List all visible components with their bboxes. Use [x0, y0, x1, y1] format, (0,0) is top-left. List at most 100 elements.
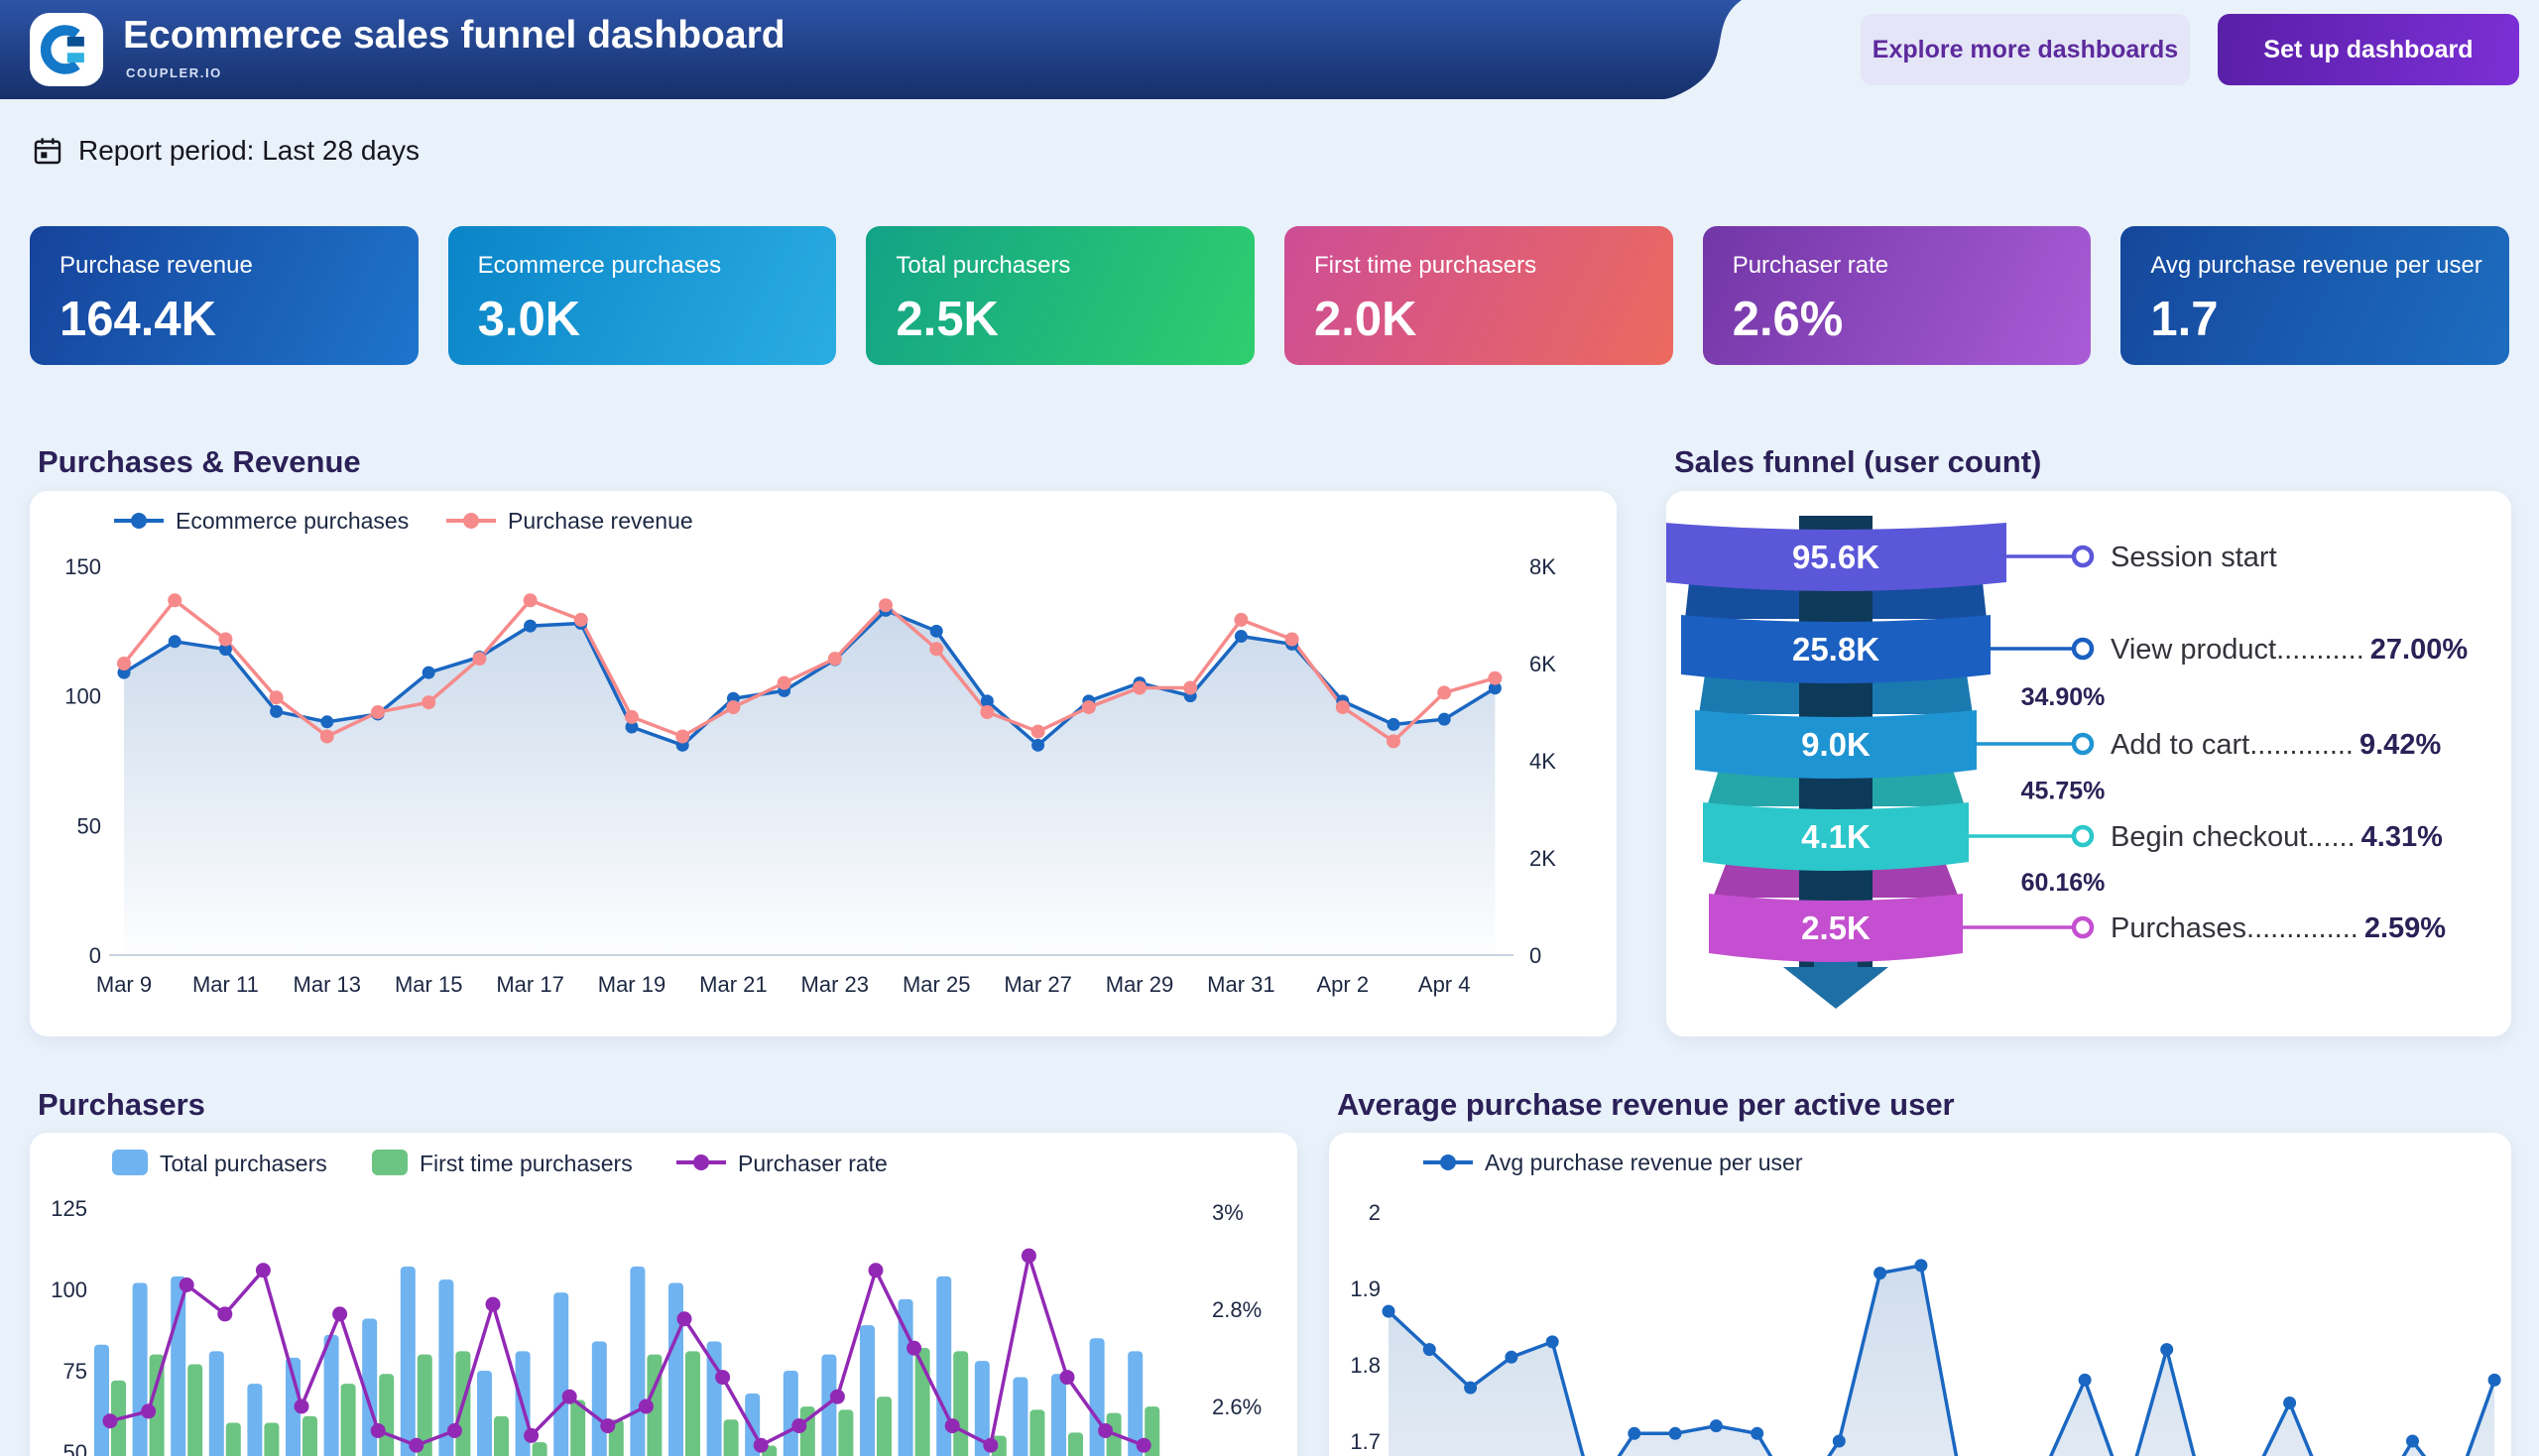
kpi-value: 2.6%: [1732, 293, 1844, 346]
funnel-stage-label: View product........... 27.00%: [2111, 634, 2468, 666]
kpi-card-purchaser-rate: Purchaser rate 2.6%: [1702, 226, 2092, 365]
svg-text:Mar 25: Mar 25: [903, 972, 970, 997]
svg-text:2.6%: 2.6%: [1212, 1395, 1262, 1419]
funnel-arrow-icon: [1783, 967, 1888, 1009]
kpi-label: Total purchasers: [896, 252, 1071, 279]
funnel-step-conversion: 34.90%: [2021, 683, 2106, 711]
svg-text:Avg purchase revenue per user: Avg purchase revenue per user: [1485, 1150, 1803, 1175]
funnel-stage-value: 2.5K: [1801, 910, 1871, 946]
funnel-stage-label: Purchases.............. 2.59%: [2111, 912, 2446, 944]
sales-funnel-panel: 95.6K Session start 25.8K View product.....…: [1665, 491, 2511, 1036]
set-up-dashboard-button[interactable]: Set up dashboard: [2218, 14, 2519, 85]
svg-text:0: 0: [89, 943, 101, 968]
section-title-sales-funnel: Sales funnel (user count): [1674, 444, 2042, 479]
app-header: Ecommerce sales funnel dashboard COUPLER…: [0, 0, 2539, 99]
kpi-value: 3.0K: [477, 293, 581, 346]
svg-text:8K: 8K: [1529, 554, 1556, 579]
brand-label: COUPLER.IO: [126, 65, 222, 80]
kpi-value: 2.0K: [1314, 293, 1417, 346]
svg-text:75: 75: [63, 1359, 87, 1384]
purchases-revenue-chart: Ecommerce purchases Purchase revenue 0 50 10…: [64, 508, 1556, 997]
svg-text:Mar 21: Mar 21: [699, 972, 767, 997]
svg-text:50: 50: [63, 1440, 87, 1456]
chart-legend: Avg purchase revenue per user: [1423, 1150, 1803, 1175]
purchasers-chart: Total purchasers First time purchasers Pur…: [51, 1150, 1262, 1456]
explore-more-dashboards-button[interactable]: Explore more dashboards: [1861, 14, 2190, 85]
kpi-label: First time purchasers: [1314, 252, 1537, 279]
svg-text:2.8%: 2.8%: [1212, 1297, 1262, 1322]
avg-revenue-chart: Avg purchase revenue per user 2 1.9 1.8 1.7: [1350, 1150, 2501, 1456]
calendar-icon: [34, 138, 61, 165]
kpi-card-avg-purchase-revenue-per-user: Avg purchase revenue per user 1.7: [2120, 226, 2510, 365]
funnel-stage-value: 4.1K: [1801, 818, 1871, 855]
funnel-step-conversion: 60.16%: [2021, 869, 2106, 897]
kpi-card-first-time-purchasers: First time purchasers 2.0K: [1284, 226, 1673, 365]
svg-text:Mar 23: Mar 23: [801, 972, 869, 997]
purchases-revenue-panel: Ecommerce purchases Purchase revenue 0 50 10…: [30, 491, 1617, 1036]
funnel-stage-view-product: 25.8K View product........... 27.00%: [1681, 615, 2468, 683]
svg-text:Purchaser rate: Purchaser rate: [738, 1151, 888, 1176]
funnel-stage-purchases: 2.5K Purchases.............. 2.59%: [1709, 894, 2446, 962]
svg-text:Total purchasers: Total purchasers: [160, 1151, 327, 1176]
funnel-stage-label: Begin checkout...... 4.31%: [2111, 821, 2443, 853]
funnel-stage-label: Session start: [2111, 542, 2277, 573]
svg-text:Mar 29: Mar 29: [1106, 972, 1173, 997]
svg-text:0: 0: [1529, 943, 1541, 968]
chart-legend: Total purchasers First time purchasers Pur…: [112, 1150, 888, 1176]
funnel-stage-value: 95.6K: [1792, 539, 1879, 575]
purchasers-panel: Total purchasers First time purchasers Pur…: [30, 1133, 1297, 1456]
svg-text:Apr 2: Apr 2: [1317, 972, 1370, 997]
svg-text:Mar 31: Mar 31: [1207, 972, 1274, 997]
header-background: [0, 0, 1742, 99]
report-period: Report period: Last 28 days: [32, 135, 420, 167]
kpi-label: Purchase revenue: [60, 252, 253, 279]
svg-text:Mar 17: Mar 17: [496, 972, 563, 997]
svg-text:100: 100: [64, 684, 101, 709]
funnel-stage-value: 25.8K: [1792, 631, 1879, 667]
kpi-card-total-purchasers: Total purchasers 2.5K: [866, 226, 1256, 365]
kpi-label: Avg purchase revenue per user: [2150, 252, 2482, 279]
section-title-purchasers: Purchasers: [38, 1087, 205, 1122]
svg-text:Purchase revenue: Purchase revenue: [508, 508, 693, 534]
kpi-label: Purchaser rate: [1732, 252, 1889, 279]
funnel-step-conversion: 45.75%: [2021, 778, 2106, 805]
svg-text:Mar 15: Mar 15: [395, 972, 462, 997]
svg-text:4K: 4K: [1529, 749, 1556, 774]
section-title-avg-revenue: Average purchase revenue per active user: [1337, 1087, 1955, 1122]
svg-text:Mar 13: Mar 13: [294, 972, 361, 997]
kpi-value: 2.5K: [896, 293, 999, 346]
svg-text:First time purchasers: First time purchasers: [420, 1151, 633, 1176]
kpi-label: Ecommerce purchases: [477, 252, 722, 279]
coupler-logo: [30, 13, 103, 86]
svg-text:150: 150: [64, 554, 101, 579]
svg-text:1.9: 1.9: [1350, 1276, 1381, 1301]
svg-text:50: 50: [77, 813, 101, 838]
funnel-stage-session-start: 95.6K Session start: [1665, 523, 2277, 591]
funnel-stage-label: Add to cart............. 9.42%: [2111, 729, 2441, 761]
coupler-logo-icon: [41, 25, 84, 74]
section-title-purchases-revenue: Purchases & Revenue: [38, 444, 361, 479]
kpi-row: Purchase revenue 164.4K Ecommerce purchase…: [30, 226, 2510, 365]
svg-text:Mar 9: Mar 9: [96, 972, 152, 997]
svg-text:2K: 2K: [1529, 846, 1556, 871]
avg-revenue-panel: Avg purchase revenue per user 2 1.9 1.8 1.7: [1329, 1133, 2511, 1456]
svg-text:Mar 19: Mar 19: [598, 972, 665, 997]
funnel-stage-add-to-cart: 9.0K Add to cart............. 9.42%: [1695, 710, 2441, 779]
kpi-card-ecommerce-purchases: Ecommerce purchases 3.0K: [447, 226, 837, 365]
svg-text:3%: 3%: [1212, 1200, 1244, 1225]
funnel-stage-begin-checkout: 4.1K Begin checkout...... 4.31%: [1703, 802, 2443, 871]
kpi-value: 164.4K: [60, 293, 217, 346]
svg-text:1.7: 1.7: [1350, 1429, 1381, 1454]
sales-funnel-chart: 95.6K Session start 25.8K View product.....…: [1665, 516, 2468, 1009]
kpi-card-purchase-revenue: Purchase revenue 164.4K: [30, 226, 419, 365]
funnel-stage-value: 9.0K: [1801, 726, 1871, 763]
svg-text:Mar 11: Mar 11: [192, 972, 259, 997]
svg-text:125: 125: [51, 1196, 87, 1221]
page-title: Ecommerce sales funnel dashboard: [123, 14, 786, 57]
svg-text:Mar 27: Mar 27: [1004, 972, 1071, 997]
svg-text:Apr 4: Apr 4: [1418, 972, 1471, 997]
svg-text:6K: 6K: [1529, 652, 1556, 676]
report-period-label: Report period: Last 28 days: [78, 135, 420, 166]
svg-text:2: 2: [1369, 1200, 1381, 1225]
